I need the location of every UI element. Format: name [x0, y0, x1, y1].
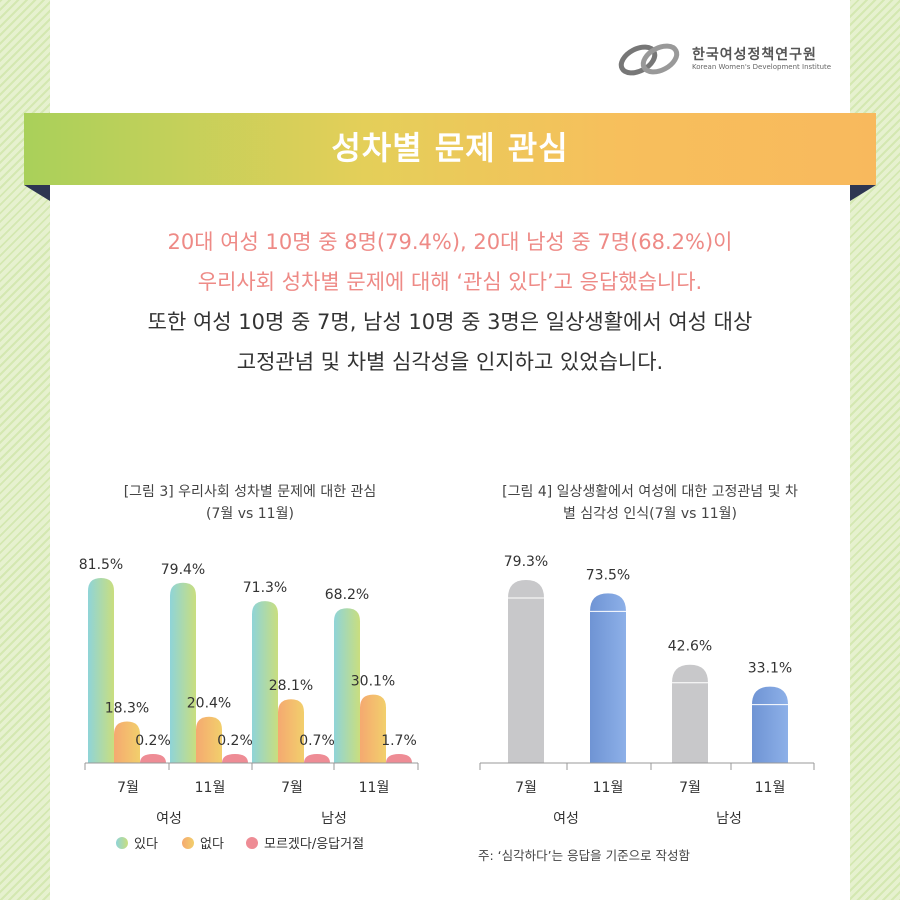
legend-label: 모르겠다/응답거절: [264, 837, 364, 852]
bar-1: [114, 721, 140, 763]
chart-interest: 81.5% 79.4% 71.3% 68.2% 18.3% 20.4% 28.1% 30.1%…: [79, 557, 419, 852]
bar: [672, 664, 708, 763]
data-label: 0.2%: [217, 733, 253, 749]
legend-label: 있다: [134, 837, 158, 852]
bar: [590, 593, 626, 763]
data-label: 33.1%: [748, 661, 792, 677]
data-label: 20.4%: [187, 696, 231, 712]
category-label: 7월: [117, 780, 139, 796]
bar-0: [88, 578, 114, 763]
data-label: 42.6%: [668, 639, 712, 655]
bar-0: [252, 601, 278, 763]
org-name-en: Korean Women's Development Institute: [692, 63, 832, 71]
bar-2: [386, 754, 412, 763]
legend-swatch: [116, 837, 128, 849]
chart-title: [그림 4] 일상생활에서 여성에 대한 고정관념 및 차 별 심각성 인식(7…: [470, 481, 830, 525]
data-label: 0.7%: [299, 733, 335, 749]
category-label: 11월: [593, 780, 624, 796]
data-label: 79.3%: [504, 554, 548, 570]
legend-label: 없다: [200, 837, 224, 852]
category-label: 7월: [679, 780, 701, 796]
chart-title-line: [그림 4] 일상생활에서 여성에 대한 고정관념 및 차: [502, 484, 798, 500]
summary-text: 20대 여성 10명 중 8명(79.4%), 20대 남성 중 7명(68.2…: [50, 222, 850, 382]
bar: [508, 580, 544, 763]
bar-1: [360, 694, 386, 763]
category-label: 7월: [281, 780, 303, 796]
category-label: 11월: [755, 780, 786, 796]
data-label: 1.7%: [381, 733, 417, 749]
data-label: 18.3%: [105, 700, 149, 716]
data-label: 0.2%: [135, 733, 171, 749]
chart-title: [그림 3] 우리사회 성차별 문제에 대한 관심 (7월 vs 11월): [80, 481, 420, 525]
data-label: 81.5%: [79, 557, 123, 573]
legend-swatch: [182, 837, 194, 849]
data-label: 73.5%: [586, 567, 630, 583]
chart-note: 주: ‘심각하다’는 응답을 기준으로 작성함: [478, 848, 691, 863]
bar-2: [222, 754, 248, 763]
group-label: 여성: [156, 811, 182, 827]
banner-title: 성차별 문제 관심: [331, 129, 569, 167]
data-label: 28.1%: [269, 678, 313, 694]
data-label: 79.4%: [161, 562, 205, 578]
banner-fold-right: [850, 185, 876, 201]
summary-line: 고정관념 및 차별 심각성을 인지하고 있었습니다.: [236, 350, 664, 374]
data-label: 30.1%: [351, 674, 395, 690]
data-label: 71.3%: [243, 580, 287, 596]
summary-line: 20대 여성 10명 중 8명(79.4%), 20대 남성 중 7명(68.2…: [167, 230, 733, 254]
bar-2: [140, 754, 166, 763]
org-logo: 한국여성정책연구원 Korean Women's Development Ins…: [616, 40, 836, 80]
data-label: 68.2%: [325, 587, 369, 603]
bar-0: [334, 608, 360, 763]
category-label: 7월: [515, 780, 537, 796]
summary-line: 우리사회 성차별 문제에 대해 ‘관심 있다’고 응답했습니다.: [197, 270, 703, 294]
chart-title-line: (7월 vs 11월): [206, 506, 294, 522]
banner-fold-left: [24, 185, 50, 201]
summary-line: 또한 여성 10명 중 7명, 남성 10명 중 3명은 일상생활에서 여성 대…: [147, 310, 753, 334]
chart-title-line: 별 심각성 인식(7월 vs 11월): [562, 506, 738, 522]
group-label: 남성: [321, 811, 347, 827]
chart-title-line: [그림 3] 우리사회 성차별 문제에 대한 관심: [123, 484, 377, 500]
category-label: 11월: [359, 780, 390, 796]
org-name-kr: 한국여성정책연구원: [692, 47, 817, 63]
bar: [752, 686, 788, 763]
legend-swatch: [246, 837, 258, 849]
bar-2: [304, 754, 330, 763]
bar-1: [278, 699, 304, 763]
group-label: 남성: [716, 811, 742, 827]
bar-0: [170, 582, 196, 763]
title-banner: 성차별 문제 관심: [24, 113, 876, 185]
category-label: 11월: [195, 780, 226, 796]
org-logo-icon: [618, 43, 680, 76]
bar-1: [196, 716, 222, 763]
group-label: 여성: [553, 811, 579, 827]
